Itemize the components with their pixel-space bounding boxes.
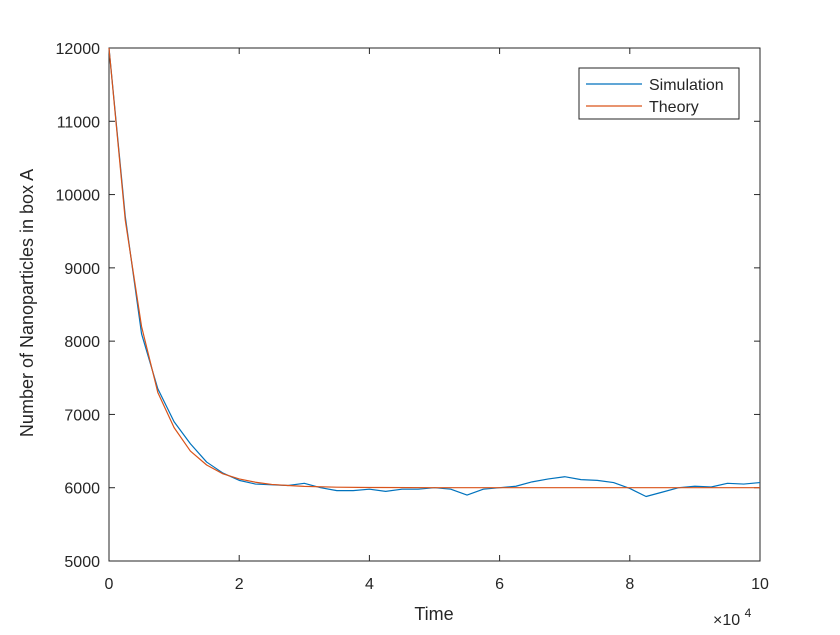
y-tick-label: 6000 <box>64 481 100 498</box>
x-axis-exponent-power: 4 <box>745 606 752 620</box>
legend-label-simulation: Simulation <box>649 77 724 94</box>
x-tick-label: 10 <box>751 576 769 593</box>
x-axis-exponent: ×10 4 <box>713 606 752 629</box>
x-tick-label: 2 <box>235 576 244 593</box>
legend-box <box>578 67 740 120</box>
legend: Simulation Theory <box>578 67 740 120</box>
y-axis-ticks: 5000 6000 7000 8000 9000 10000 11000 12000 <box>56 41 760 571</box>
x-tick-label: 4 <box>365 576 374 593</box>
y-tick-label: 11000 <box>57 114 100 131</box>
y-tick-label: 7000 <box>64 407 100 424</box>
series-line-theory <box>108 47 760 489</box>
y-tick-label: 9000 <box>64 261 100 278</box>
y-tick-label: 10000 <box>56 188 101 205</box>
plot-area <box>108 47 761 562</box>
y-tick-label: 8000 <box>64 334 100 351</box>
y-tick-label: 5000 <box>64 554 100 571</box>
y-tick-label: 12000 <box>56 41 101 58</box>
x-axis-ticks: 0 2 4 6 8 10 <box>105 48 769 593</box>
x-axis-label: Time <box>414 604 453 624</box>
x-tick-label: 0 <box>105 576 114 593</box>
y-axis-label: Number of Nanoparticles in box A <box>17 169 37 437</box>
x-axis-exponent-base: ×10 <box>713 612 740 629</box>
legend-label-theory: Theory <box>649 99 699 116</box>
x-tick-label: 8 <box>625 576 634 593</box>
series-layer <box>108 47 761 498</box>
x-tick-label: 6 <box>495 576 504 593</box>
